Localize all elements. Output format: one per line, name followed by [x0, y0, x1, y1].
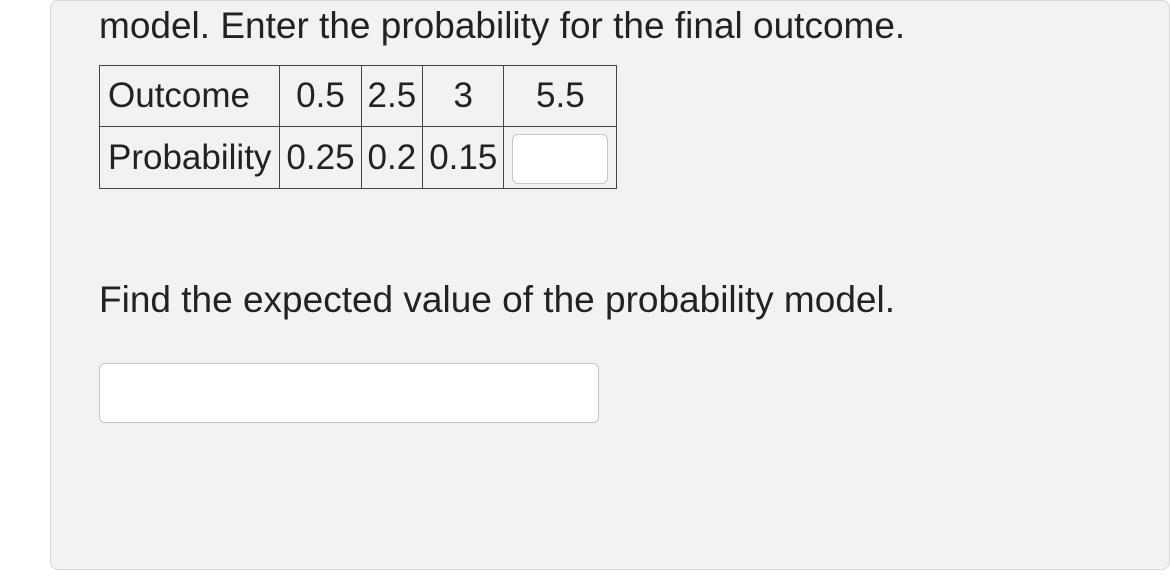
probability-cell: 0.15	[423, 127, 504, 189]
outcome-cell: 2.5	[361, 65, 423, 127]
question-panel: model. Enter the probability for the fin…	[50, 0, 1170, 570]
row-label-probability: Probability	[100, 127, 280, 189]
outcome-cell: 3	[423, 65, 504, 127]
expected-value-question: Find the expected value of the probabili…	[99, 279, 1133, 321]
probability-cell: 0.2	[361, 127, 423, 189]
probability-input-cell	[504, 127, 617, 189]
outcome-cell: 0.5	[280, 65, 361, 127]
expected-value-answer-wrap	[99, 363, 1133, 423]
probability-table: Outcome 0.5 2.5 3 5.5 Probability 0.25 0…	[99, 65, 617, 190]
outcome-cell: 5.5	[504, 65, 617, 127]
instruction-text: model. Enter the probability for the fin…	[99, 1, 1133, 51]
table-row: Probability 0.25 0.2 0.15	[100, 127, 617, 189]
probability-cell: 0.25	[280, 127, 361, 189]
missing-probability-input[interactable]	[512, 134, 608, 184]
expected-value-input[interactable]	[99, 363, 599, 423]
table-row: Outcome 0.5 2.5 3 5.5	[100, 65, 617, 127]
row-label-outcome: Outcome	[100, 65, 280, 127]
